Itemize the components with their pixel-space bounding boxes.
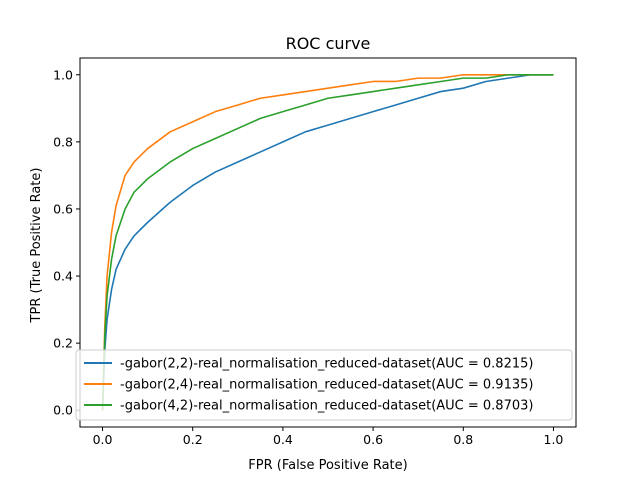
legend-label-0: -gabor(2,2)-real_normalisation_reduced-d… (120, 357, 533, 372)
chart-title: ROC curve (286, 34, 371, 53)
y-tick-label: 0.6 (53, 201, 73, 216)
x-tick-label: 0.0 (93, 432, 113, 447)
x-tick-label: 0.2 (183, 432, 203, 447)
y-tick-label: 0.4 (53, 269, 73, 284)
series-line-2 (101, 73, 554, 411)
series-line-0 (101, 73, 554, 411)
x-axis-label: FPR (False Positive Rate) (248, 458, 407, 473)
y-tick-label: 0.0 (53, 403, 73, 418)
legend: -gabor(2,2)-real_normalisation_reduced-d… (75, 349, 573, 421)
x-tick-label: 0.4 (273, 432, 293, 447)
legend-box (75, 349, 573, 421)
x-tick-label: 0.8 (453, 432, 473, 447)
y-tick-label: 1.0 (53, 67, 73, 82)
legend-label-2: -gabor(4,2)-real_normalisation_reduced-d… (120, 399, 533, 414)
legend-label-1: -gabor(2,4)-real_normalisation_reduced-d… (120, 378, 533, 393)
axes-frame (79, 57, 577, 428)
x-tick-label: 1.0 (544, 432, 564, 447)
y-tick-label: 0.2 (53, 336, 73, 351)
y-axis-label: TPR (True Positive Rate) (29, 168, 44, 324)
series-line-1 (101, 73, 554, 411)
y-tick-label: 0.8 (53, 134, 73, 149)
plot-area: 0.0 0.2 0.4 0.6 0.8 1.0 0.0 0.2 0.4 0.6 0.8 1.0 (53, 57, 577, 447)
x-tick-label: 0.6 (363, 432, 383, 447)
